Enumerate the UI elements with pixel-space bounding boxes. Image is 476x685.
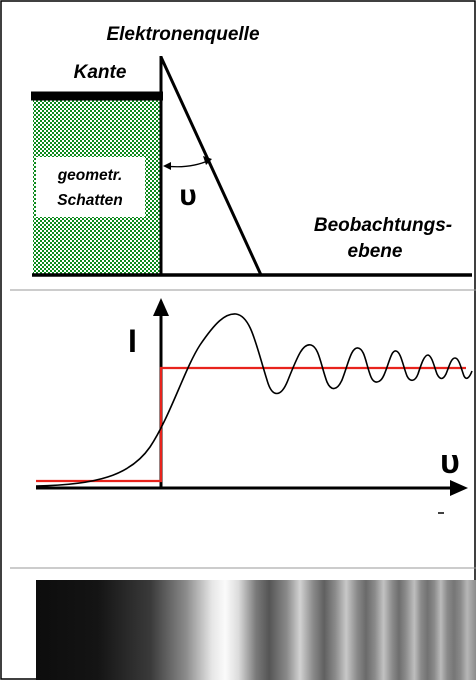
angle-axis-label: υ	[440, 443, 460, 481]
angle-arrowhead-left	[163, 162, 171, 170]
fringe-photo-panel	[36, 580, 476, 680]
diffraction-intensity-curve	[35, 313, 473, 487]
intensity-panel: I υ	[35, 298, 473, 514]
intensity-axis-arrowhead	[153, 298, 169, 316]
intensity-axis-label: I	[128, 323, 137, 359]
plane-label-line2: ebene	[348, 241, 403, 262]
plane-label-line1: Beobachtungs-	[314, 215, 452, 236]
geometry-panel: geometr. Schatten υ Elektronenquelle Kan…	[31, 24, 472, 277]
angle-label: υ	[179, 179, 196, 212]
angle-arrowhead-right	[203, 156, 212, 165]
angle-axis-arrowhead	[450, 480, 468, 496]
shadow-label-box	[36, 157, 145, 217]
edge-label: Kante	[74, 62, 127, 83]
diffraction-fringe-photo	[36, 580, 476, 680]
shadow-label-line2: Schatten	[57, 192, 122, 209]
source-label: Elektronenquelle	[106, 24, 260, 45]
shadow-label-line1: geometr.	[57, 167, 123, 184]
ray-line	[159, 56, 263, 276]
geometric-intensity-curve	[36, 366, 466, 483]
